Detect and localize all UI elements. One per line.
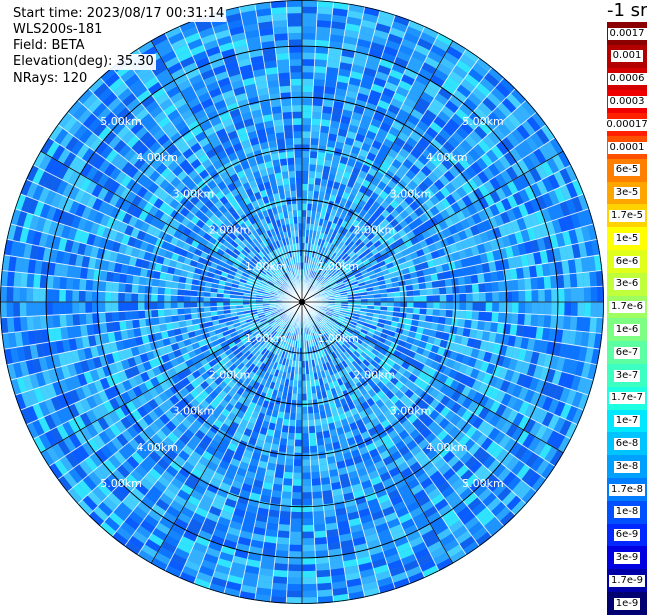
- colorbar-swatch: 1.7e-5: [607, 204, 647, 228]
- colorbar-tick-label: 1.7e-6: [608, 301, 646, 314]
- colorbar-tick-label: 1.7e-5: [608, 210, 646, 223]
- colorbar-tick-label: 0.001: [610, 50, 644, 63]
- range-label: 2.00km: [354, 368, 396, 381]
- range-label: 1.00km: [245, 332, 287, 345]
- colorbar-tick-label: 3e-7: [613, 369, 641, 382]
- range-label: 3.00km: [173, 405, 215, 418]
- colorbar-swatch: 3e-9: [607, 546, 647, 570]
- colorbar-swatch: 3e-8: [607, 455, 647, 479]
- azimuth-spoke: [301, 301, 564, 454]
- ppi-plot: 1.00km 1.00km 1.00km 1.00km 2.00km 2.00km 2.00…: [0, 0, 604, 604]
- azimuth-spoke: [301, 150, 564, 303]
- nrays-text: NRays: 120: [11, 71, 90, 87]
- colorbar-swatch: 6e-7: [607, 341, 647, 365]
- colorbar-tick-label: 1e-9: [613, 597, 641, 610]
- colorbar-tick-label: 3e-5: [613, 187, 641, 200]
- colorbar-swatch: 0.0001: [607, 136, 647, 160]
- colorbar-swatch: 1e-8: [607, 500, 647, 525]
- colorbar-tick-label: 6e-9: [613, 529, 641, 542]
- azimuth-spoke: [301, 40, 454, 303]
- colorbar-swatch: 3e-6: [607, 272, 647, 297]
- start-time-text: Start time: 2023/08/17 00:31:14: [11, 6, 227, 22]
- range-label: 3.00km: [173, 187, 215, 200]
- colorbar-swatch: 6e-6: [607, 250, 647, 274]
- range-label: 3.00km: [390, 187, 432, 200]
- range-label: 3.00km: [390, 405, 432, 418]
- colorbar-swatch: 0.0017: [607, 22, 647, 46]
- colorbar-tick-label: 6e-5: [613, 164, 641, 177]
- range-label: 5.00km: [100, 477, 142, 490]
- range-label: 1.00km: [317, 260, 359, 273]
- azimuth-spoke: [301, 301, 454, 564]
- azimuth-spoke: [40, 150, 303, 303]
- elevation-text: Elevation(deg): 35.30: [11, 54, 156, 70]
- colorbar-tick-label: 0.0006: [607, 73, 647, 86]
- colorbar-swatch: 6e-9: [607, 523, 647, 547]
- range-label: 1.00km: [245, 260, 287, 273]
- colorbar-swatch: 1e-6: [607, 318, 647, 342]
- colorbar-swatch: 0.0006: [607, 67, 647, 91]
- azimuth-spoke: [150, 40, 303, 303]
- colorbar-swatch: 1e-5: [607, 227, 647, 251]
- colorbar-swatch: 1e-7: [607, 409, 647, 433]
- colorbar-swatch: 1.7e-7: [607, 386, 647, 411]
- colorbar-tick-label: 1e-7: [613, 415, 641, 428]
- colorbar-tick-label: 0.00017: [604, 118, 647, 131]
- colorbar-tick-label: 1e-5: [613, 232, 641, 245]
- colorbar-swatch: 1.7e-9: [607, 569, 647, 593]
- colorbar-tick-label: 1.7e-7: [608, 392, 646, 405]
- range-label: 4.00km: [426, 151, 468, 164]
- colorbar-tick-label: 0.0003: [607, 96, 647, 109]
- colorbar-tick-label: 6e-7: [613, 346, 641, 359]
- instrument-text: WLS200s-181: [11, 22, 105, 38]
- range-label: 4.00km: [136, 441, 178, 454]
- colorbar-tick-label: 3e-8: [613, 460, 641, 473]
- colorbar-tick-label: 3e-6: [613, 278, 641, 291]
- colorbar-tick-label: 1.7e-9: [608, 574, 646, 587]
- colorbar-tick-label: 1e-6: [613, 324, 641, 337]
- colorbar-tick-label: 3e-9: [613, 552, 641, 565]
- range-label: 2.00km: [354, 224, 396, 237]
- range-label: 5.00km: [462, 477, 504, 490]
- azimuth-spoke: [40, 301, 303, 454]
- colorbar-swatch: 1e-9: [607, 592, 647, 615]
- colorbar-swatch: 6e-8: [607, 432, 647, 456]
- range-label: 4.00km: [426, 441, 468, 454]
- colorbar-swatch: 1.7e-8: [607, 478, 647, 502]
- colorbar-swatch: 0.001: [607, 44, 647, 69]
- colorbar-swatch: 3e-5: [607, 181, 647, 205]
- range-label: 5.00km: [100, 115, 142, 128]
- azimuth-spoke: [150, 301, 303, 564]
- colorbar-tick-label: 6e-6: [613, 255, 641, 268]
- colorbar-swatch: 0.0003: [607, 90, 647, 114]
- range-label: 2.00km: [209, 224, 251, 237]
- colorbar-tick-label: 6e-8: [613, 438, 641, 451]
- center-marker: [299, 299, 305, 305]
- range-label: 4.00km: [136, 151, 178, 164]
- field-text: Field: BETA: [11, 38, 87, 54]
- colorbar-tick-label: 1.7e-8: [608, 483, 646, 496]
- range-label: 2.00km: [209, 368, 251, 381]
- colorbar-tick-label: 0.0017: [607, 27, 647, 40]
- colorbar-tick-label: 0.0001: [607, 141, 647, 154]
- colorbar-swatch: 0.00017: [604, 113, 647, 137]
- range-label: 1.00km: [317, 332, 359, 345]
- colorbar-swatch: 1.7e-6: [607, 295, 647, 319]
- colorbar-title: -1 sr: [607, 0, 647, 21]
- colorbar-tick-label: 1e-8: [613, 506, 641, 519]
- range-label: 5.00km: [462, 115, 504, 128]
- ray-separators: [0, 0, 604, 604]
- colorbar-swatch: 3e-7: [607, 364, 647, 388]
- colorbar-swatch: 6e-5: [607, 158, 647, 183]
